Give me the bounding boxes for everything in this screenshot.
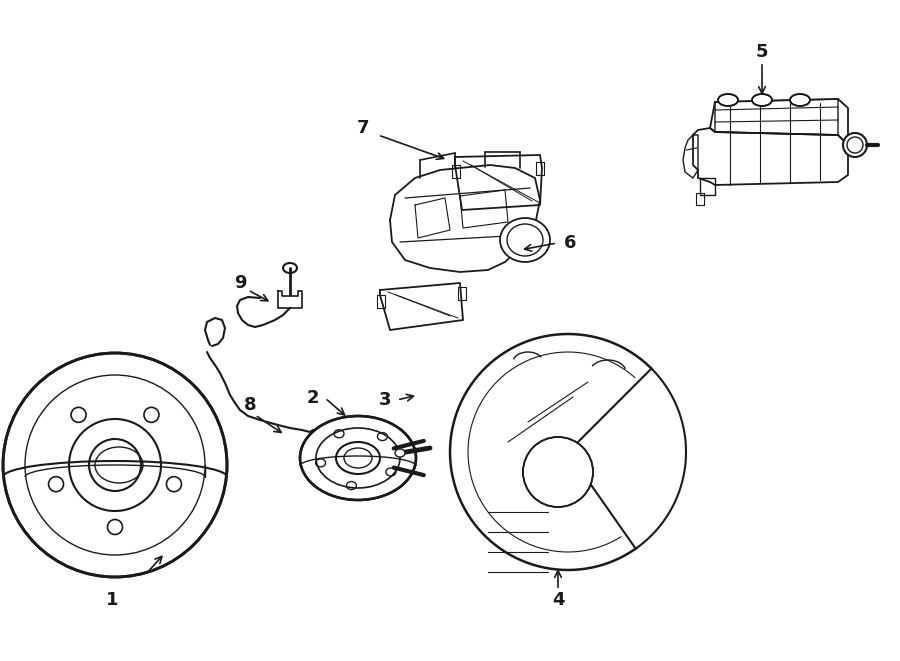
Ellipse shape <box>3 353 227 577</box>
Polygon shape <box>446 330 654 574</box>
Polygon shape <box>377 295 385 308</box>
Text: 6: 6 <box>563 234 576 252</box>
Text: 9: 9 <box>234 274 247 292</box>
Ellipse shape <box>843 133 867 157</box>
Polygon shape <box>710 99 848 145</box>
Polygon shape <box>455 155 542 210</box>
Text: 7: 7 <box>356 119 369 137</box>
Polygon shape <box>700 178 715 195</box>
Polygon shape <box>460 190 508 228</box>
Polygon shape <box>715 99 838 135</box>
Polygon shape <box>683 135 698 178</box>
Ellipse shape <box>500 218 550 262</box>
Polygon shape <box>696 193 704 205</box>
Text: 4: 4 <box>552 591 564 609</box>
Polygon shape <box>278 291 302 308</box>
Polygon shape <box>452 165 460 178</box>
Polygon shape <box>380 283 463 330</box>
Polygon shape <box>415 198 450 238</box>
Polygon shape <box>390 165 540 272</box>
Polygon shape <box>450 334 652 570</box>
Polygon shape <box>536 162 544 175</box>
Ellipse shape <box>718 94 738 106</box>
Ellipse shape <box>790 94 810 106</box>
Ellipse shape <box>300 416 416 500</box>
Ellipse shape <box>395 449 405 457</box>
Ellipse shape <box>752 94 772 106</box>
Text: 1: 1 <box>106 591 118 609</box>
Polygon shape <box>693 128 848 185</box>
Ellipse shape <box>523 437 593 507</box>
Text: 5: 5 <box>756 43 769 61</box>
Text: 2: 2 <box>307 389 320 407</box>
Text: 3: 3 <box>379 391 392 409</box>
Text: 8: 8 <box>244 396 256 414</box>
Polygon shape <box>458 287 466 300</box>
Polygon shape <box>450 334 686 570</box>
